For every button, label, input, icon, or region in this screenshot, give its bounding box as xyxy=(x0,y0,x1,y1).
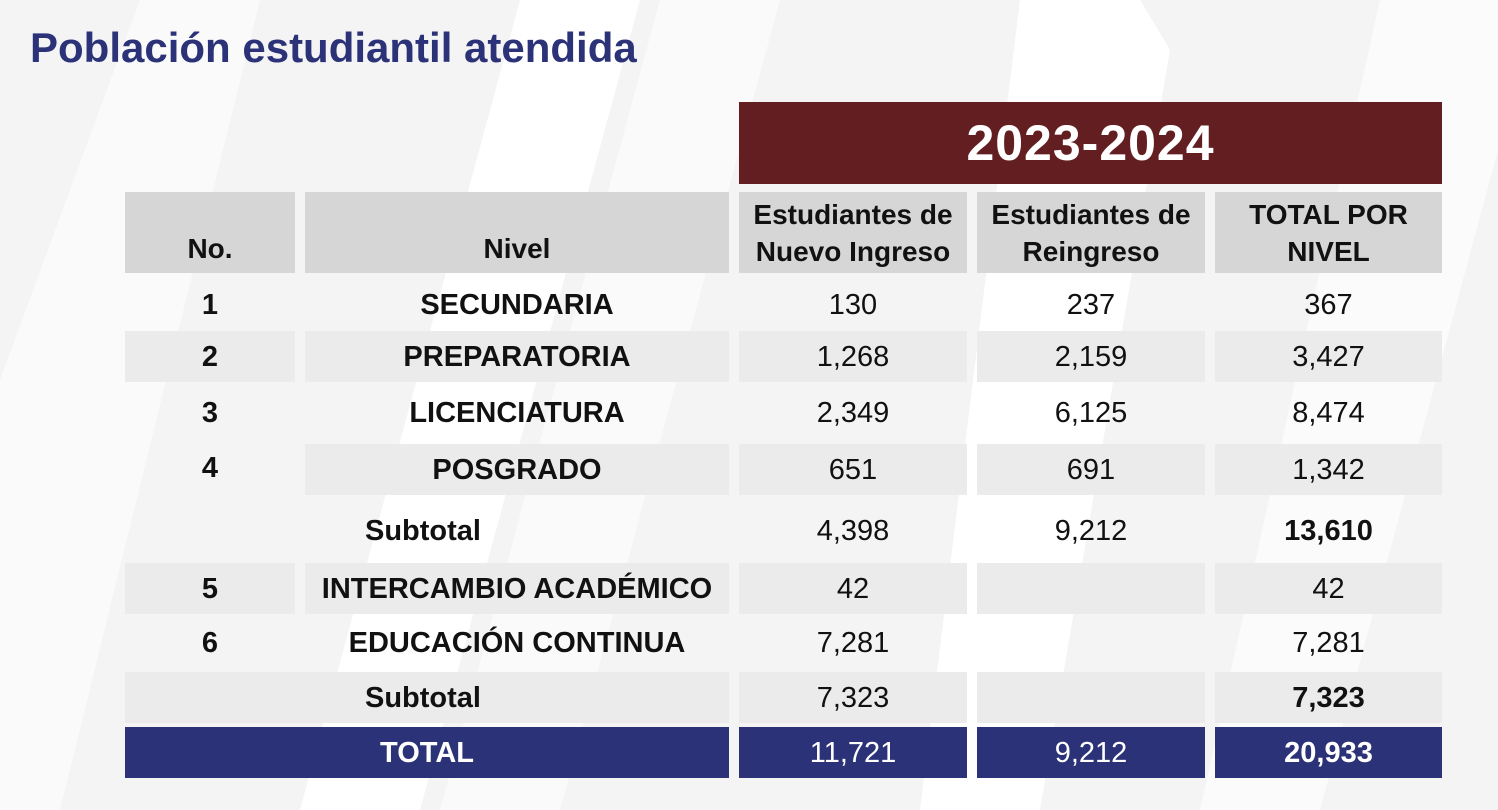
header-nuevo-line1: Estudiantes de xyxy=(753,198,953,230)
row-nuevo: 42 xyxy=(739,563,967,614)
subtotal-nuevo: 7,323 xyxy=(739,672,967,723)
row-nivel: LICENCIATURA xyxy=(409,396,625,429)
subtotal-label: Subtotal xyxy=(365,515,481,547)
row-total: 3,427 xyxy=(1215,331,1442,382)
row-nivel: PREPARATORIA xyxy=(305,331,729,382)
row-total: 42 xyxy=(1215,563,1442,614)
row-no: 3 xyxy=(201,396,219,429)
header-reingreso-line1: Estudiantes de xyxy=(991,198,1191,230)
subtotal-nuevo: 4,398 xyxy=(816,515,890,547)
row-reingreso xyxy=(977,617,1205,668)
page-title: Población estudiantil atendida xyxy=(30,24,637,71)
row-no: 5 xyxy=(125,563,295,614)
header-reingreso: Estudiantes de Reingreso xyxy=(977,192,1205,273)
row-no: 1 xyxy=(201,288,219,321)
row-total: 1,342 xyxy=(1215,444,1442,495)
row-reingreso: 2,159 xyxy=(977,331,1205,382)
header-total-line2: NIVEL xyxy=(1287,235,1370,267)
header-nuevo-line2: Nuevo Ingreso xyxy=(755,235,951,267)
row-reingreso: 691 xyxy=(977,444,1205,495)
total-reingreso: 9,212 xyxy=(977,727,1205,778)
subtotal-total: 13,610 xyxy=(1284,515,1373,547)
subtotal-reingreso xyxy=(977,672,1205,723)
row-nuevo: 651 xyxy=(739,444,967,495)
header-no: No. xyxy=(125,192,295,273)
total-label: TOTAL xyxy=(125,727,729,778)
subtotal-reingreso: 9,212 xyxy=(1054,515,1128,547)
row-nivel: SECUNDARIA xyxy=(420,288,614,321)
total-grand: 20,933 xyxy=(1215,727,1442,778)
row-nivel: EDUCACIÓN CONTINUA xyxy=(348,626,686,659)
header-nuevo-ingreso: Estudiantes de Nuevo Ingreso xyxy=(739,192,967,273)
row-total: 7,281 xyxy=(1292,626,1365,659)
row-no: 4 xyxy=(201,451,219,484)
row-no: 6 xyxy=(201,626,219,659)
total-nuevo: 11,721 xyxy=(739,727,967,778)
row-no: 2 xyxy=(125,331,295,382)
header-total-por-nivel: TOTAL POR NIVEL xyxy=(1215,192,1442,273)
row-nivel: INTERCAMBIO ACADÉMICO xyxy=(305,563,729,614)
row-total: 367 xyxy=(1304,288,1353,321)
row-total: 8,474 xyxy=(1292,396,1365,429)
row-nivel: POSGRADO xyxy=(305,444,729,495)
row-nuevo: 130 xyxy=(828,288,878,321)
header-total-line1: TOTAL POR xyxy=(1249,198,1408,230)
subtotal-label: Subtotal xyxy=(125,672,729,723)
subtotal-total: 7,323 xyxy=(1215,672,1442,723)
header-reingreso-line2: Reingreso xyxy=(1022,235,1160,267)
period-header: 2023-2024 xyxy=(739,102,1442,184)
row-nuevo: 1,268 xyxy=(739,331,967,382)
header-nivel: Nivel xyxy=(305,192,729,273)
row-reingreso: 6,125 xyxy=(1054,396,1128,429)
row-reingreso xyxy=(977,563,1205,614)
row-nuevo: 7,281 xyxy=(816,626,890,659)
row-nuevo: 2,349 xyxy=(816,396,890,429)
row-reingreso: 237 xyxy=(1066,288,1116,321)
